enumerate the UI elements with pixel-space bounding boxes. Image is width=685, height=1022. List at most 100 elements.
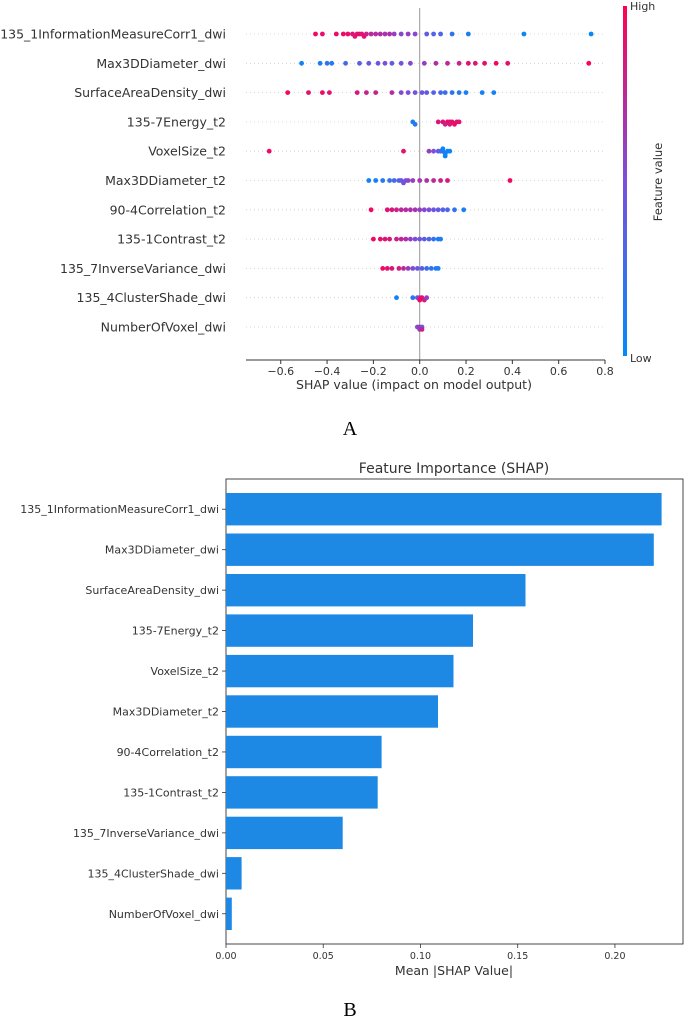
shap-point <box>324 60 330 66</box>
shap-point <box>479 90 485 95</box>
shap-point <box>426 236 432 242</box>
shap-point <box>389 266 395 271</box>
bar <box>226 735 382 769</box>
category-label: 135_1InformationMeasureCorr1_dwi <box>20 503 219 516</box>
shap-point <box>410 295 416 301</box>
shap-point <box>313 31 318 37</box>
x-tick-label: 0.05 <box>313 951 334 962</box>
shap-point <box>435 207 441 213</box>
shap-point <box>394 236 399 242</box>
shap-point <box>424 31 430 37</box>
bar <box>226 533 654 566</box>
shap-point <box>431 236 436 242</box>
shap-point <box>493 60 499 66</box>
panel-a-letter: A <box>343 418 358 440</box>
feature-label: Max3DDiameter_dwi <box>96 56 226 71</box>
feature-label: Max3DDiameter_t2 <box>105 173 226 188</box>
shap-point <box>438 31 443 37</box>
x-tick-label: −0.6 <box>267 365 294 378</box>
shap-point <box>417 236 423 242</box>
shap-point <box>445 178 450 183</box>
shap-point <box>382 31 388 37</box>
bar <box>226 857 242 890</box>
category-label: Max3DDiameter_t2 <box>113 706 219 719</box>
category-label: Max3DDiameter_dwi <box>105 544 219 557</box>
shap-point <box>438 178 443 183</box>
shap-point <box>387 178 392 183</box>
shap-point <box>586 60 592 66</box>
shap-point <box>327 90 332 95</box>
shap-point <box>412 236 418 242</box>
feature-label: 135-7Energy_t2 <box>127 114 226 129</box>
x-tick-label: 0.20 <box>604 951 625 962</box>
shap-point <box>435 119 441 125</box>
category-label: 135-7Energy_t2 <box>132 625 219 638</box>
shap-point <box>419 266 425 271</box>
shap-point <box>412 121 418 127</box>
category-label: 135_7InverseVariance_dwi <box>73 827 219 840</box>
bar <box>226 776 378 809</box>
shap-point <box>354 90 360 95</box>
shap-point <box>421 236 427 242</box>
shap-point <box>380 266 386 271</box>
shap-point <box>329 60 335 66</box>
shap-point <box>428 266 434 271</box>
shap-point <box>431 31 436 37</box>
shap-point <box>405 90 411 95</box>
shap-point <box>426 148 432 154</box>
shap-point <box>452 207 457 213</box>
shap-point <box>433 60 439 66</box>
shap-point <box>412 207 418 213</box>
shap-point <box>299 60 304 66</box>
shap-point <box>431 90 436 95</box>
shap-point <box>375 60 381 66</box>
shap-point <box>426 207 432 213</box>
shap-point <box>431 178 436 183</box>
shap-point <box>403 236 409 242</box>
shap-point <box>447 121 453 127</box>
feature-label: SurfaceAreaDensity_dwi <box>74 85 226 100</box>
x-axis-label: Mean |SHAP Value| <box>395 963 513 978</box>
shap-point <box>507 178 513 183</box>
shap-point <box>431 148 436 154</box>
shap-point <box>424 295 430 301</box>
shap-point <box>440 146 446 152</box>
shap-point <box>505 60 511 66</box>
shap-point <box>408 236 413 242</box>
bar <box>226 816 343 850</box>
shap-point <box>445 207 450 213</box>
shap-point <box>389 207 395 213</box>
shap-point <box>366 60 372 66</box>
shap-point <box>377 236 383 242</box>
category-label: 90-4Correlation_t2 <box>117 746 219 759</box>
x-axis-ticks: −0.6 −0.4 −0.2 0.0 0.2 0.4 0.6 0.8 <box>267 360 614 378</box>
shap-point <box>345 31 351 37</box>
shap-point <box>317 60 323 66</box>
feature-label: 135_1InformationMeasureCorr1_dwi <box>0 27 226 42</box>
colorbar-title: Feature value <box>651 143 665 222</box>
x-tick-label: 0.15 <box>507 951 528 962</box>
shap-point <box>435 266 441 271</box>
feature-label: 135_7InverseVariance_dwi <box>60 261 226 276</box>
shap-point <box>447 148 453 154</box>
x-tick-label: 0.6 <box>550 365 568 378</box>
shap-point <box>391 178 397 183</box>
shap-point <box>398 90 404 95</box>
shap-point <box>408 60 413 66</box>
shap-point <box>373 178 379 183</box>
shap-point <box>391 31 397 37</box>
shap-point <box>384 207 390 213</box>
shap-point <box>340 31 346 37</box>
shap-point <box>461 207 467 213</box>
shap-point <box>266 148 272 154</box>
shap-point <box>285 90 291 95</box>
colorbar-high-label: High <box>630 0 655 13</box>
chart-title: Feature Importance (SHAP) <box>359 461 549 477</box>
shap-point <box>445 60 450 66</box>
shap-point <box>410 266 416 271</box>
shap-point <box>394 295 399 301</box>
shap-point <box>419 327 425 332</box>
shap-point <box>403 207 409 213</box>
shap-point <box>306 90 311 95</box>
shap-point <box>463 90 469 95</box>
